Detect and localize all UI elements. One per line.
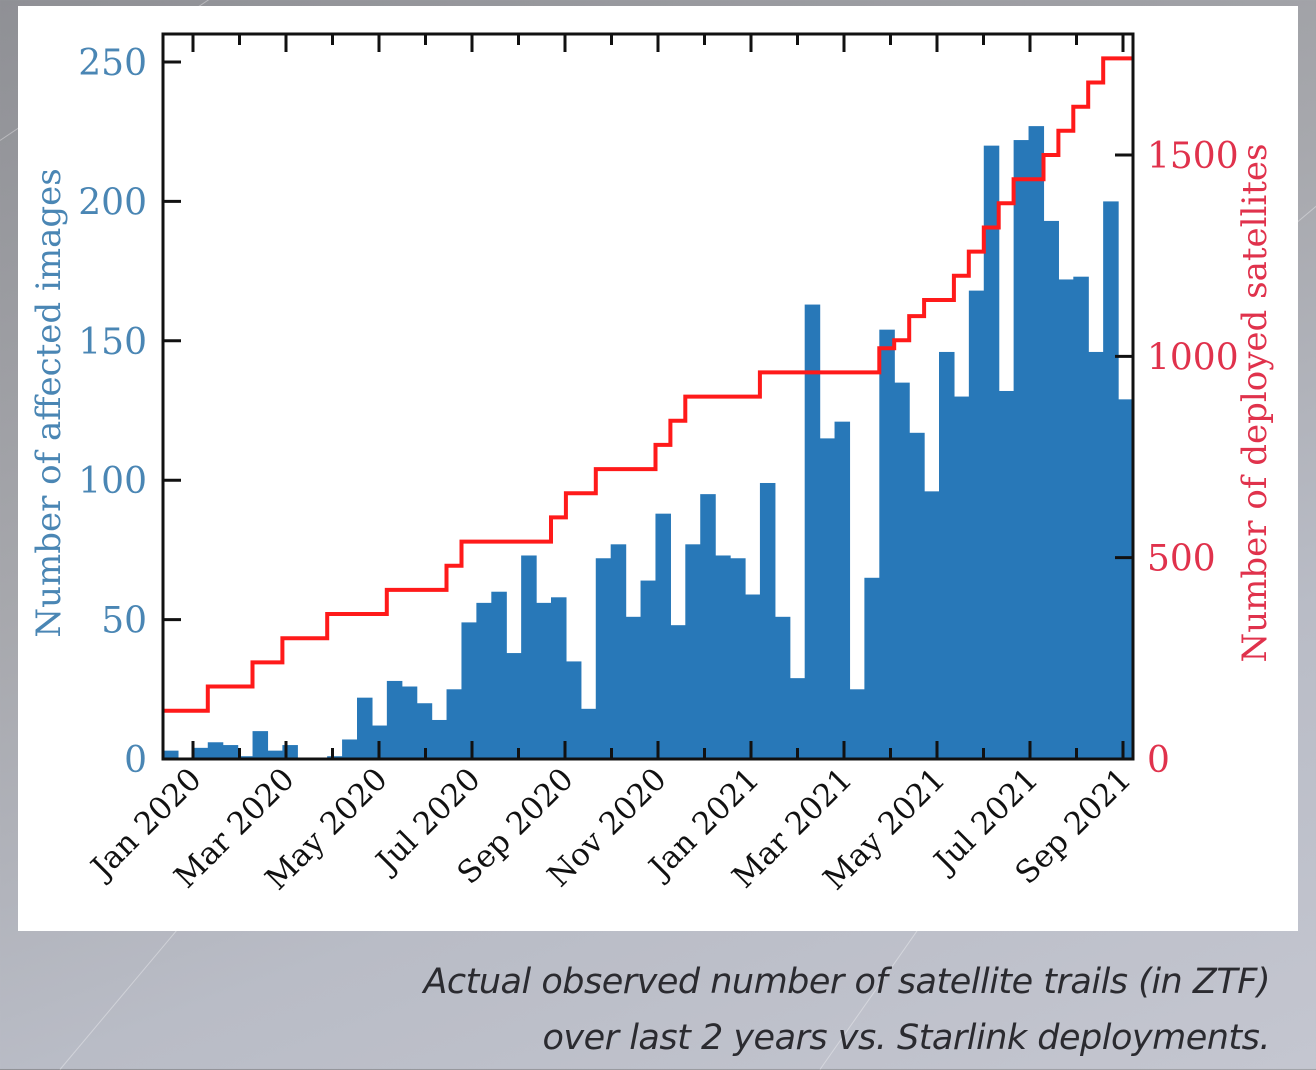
bar	[909, 432, 925, 759]
bar	[1058, 279, 1074, 759]
plot-frame	[161, 32, 1135, 761]
chart-panel: 0 50 100 150 200 250 0 500 1000 1500 Jan 2020 Mar…	[18, 6, 1298, 931]
bar	[461, 622, 477, 759]
bar	[267, 750, 283, 759]
right-tick-label: 1000	[1147, 337, 1239, 378]
caption-line-2: over last 2 years vs. Starlink deploymen…	[542, 1018, 1271, 1058]
bar	[342, 739, 358, 759]
bar	[1043, 220, 1059, 760]
bar	[968, 290, 985, 759]
bar	[715, 555, 731, 759]
bar	[401, 686, 418, 759]
bar	[983, 145, 1000, 759]
bar	[640, 580, 657, 759]
right-tick-label: 500	[1147, 539, 1216, 580]
bar	[476, 602, 492, 759]
bar	[521, 555, 537, 759]
bar	[192, 747, 209, 759]
bar	[879, 329, 895, 759]
bar	[774, 616, 791, 759]
bar	[894, 382, 910, 759]
bar	[819, 438, 836, 759]
bar	[759, 482, 776, 759]
bar	[700, 494, 716, 759]
left-axis-label: Number of affected images	[29, 168, 69, 637]
bar	[655, 513, 671, 759]
right-axis-tick-labels: 0 500 1000 1500	[1147, 136, 1239, 781]
right-tick-label: 1500	[1147, 136, 1239, 177]
bar	[953, 396, 970, 759]
bar	[864, 577, 880, 759]
tick-marks	[163, 34, 1133, 761]
left-tick-label: 0	[124, 740, 147, 781]
bar	[551, 597, 567, 759]
bar	[491, 591, 507, 759]
bar	[670, 625, 686, 759]
bar	[207, 742, 224, 759]
left-tick-label: 150	[78, 322, 147, 363]
bar	[1088, 351, 1104, 759]
right-axis-label: Number of deployed satellites	[1235, 144, 1275, 663]
bar	[506, 653, 522, 759]
bar	[1103, 201, 1119, 759]
bar-series	[163, 126, 1134, 760]
bar	[610, 544, 627, 759]
bar	[924, 491, 940, 759]
bar	[745, 594, 761, 759]
left-tick-label: 50	[101, 601, 147, 642]
bar	[625, 616, 642, 759]
bar	[357, 697, 373, 759]
bar	[222, 745, 239, 759]
left-axis-tick-labels: 0 50 100 150 200 250	[78, 43, 147, 781]
bar	[163, 750, 179, 759]
bar	[939, 351, 955, 759]
caption-line-1: Actual observed number of satellite trai…	[423, 962, 1270, 1002]
bar	[416, 703, 433, 759]
bar	[386, 680, 403, 759]
bar	[446, 689, 463, 759]
bar	[1118, 399, 1134, 759]
bar	[685, 544, 701, 759]
satellites-step-line	[163, 56, 1133, 713]
right-tick-label: 0	[1147, 740, 1170, 781]
bar	[580, 708, 597, 759]
bar	[730, 558, 746, 759]
left-tick-label: 200	[78, 182, 147, 223]
bar	[595, 558, 612, 759]
bar	[1028, 126, 1045, 760]
bar	[536, 602, 552, 759]
bar	[849, 689, 865, 759]
left-tick-label: 250	[78, 43, 147, 84]
bar	[1013, 140, 1030, 759]
bar	[1073, 276, 1089, 759]
left-tick-label: 100	[78, 461, 147, 502]
bar	[565, 661, 582, 759]
bar	[789, 678, 806, 759]
bar	[998, 390, 1015, 759]
bar	[252, 731, 269, 759]
bar	[834, 421, 851, 759]
bar	[431, 719, 448, 759]
chart: 0 50 100 150 200 250 0 500 1000 1500 Jan 2020Mar…	[29, 32, 1275, 897]
bar	[804, 304, 821, 759]
